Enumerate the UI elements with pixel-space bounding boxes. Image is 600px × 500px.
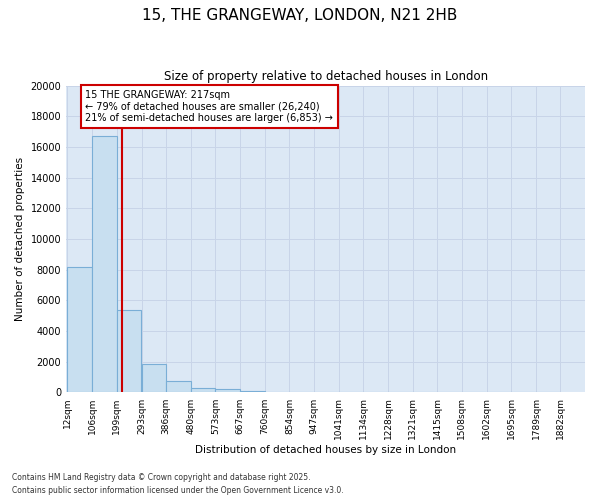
Bar <box>142 364 166 392</box>
Bar <box>67 266 92 392</box>
Title: Size of property relative to detached houses in London: Size of property relative to detached ho… <box>164 70 488 83</box>
Text: 15, THE GRANGEWAY, LONDON, N21 2HB: 15, THE GRANGEWAY, LONDON, N21 2HB <box>142 8 458 22</box>
Bar <box>191 388 215 392</box>
Bar <box>240 391 265 392</box>
Bar <box>166 381 191 392</box>
Bar <box>117 310 142 392</box>
Y-axis label: Number of detached properties: Number of detached properties <box>15 157 25 321</box>
Text: 15 THE GRANGEWAY: 217sqm
← 79% of detached houses are smaller (26,240)
21% of se: 15 THE GRANGEWAY: 217sqm ← 79% of detach… <box>85 90 333 124</box>
X-axis label: Distribution of detached houses by size in London: Distribution of detached houses by size … <box>195 445 456 455</box>
Text: Contains HM Land Registry data © Crown copyright and database right 2025.
Contai: Contains HM Land Registry data © Crown c… <box>12 474 344 495</box>
Bar <box>215 390 240 392</box>
Bar <box>92 136 117 392</box>
